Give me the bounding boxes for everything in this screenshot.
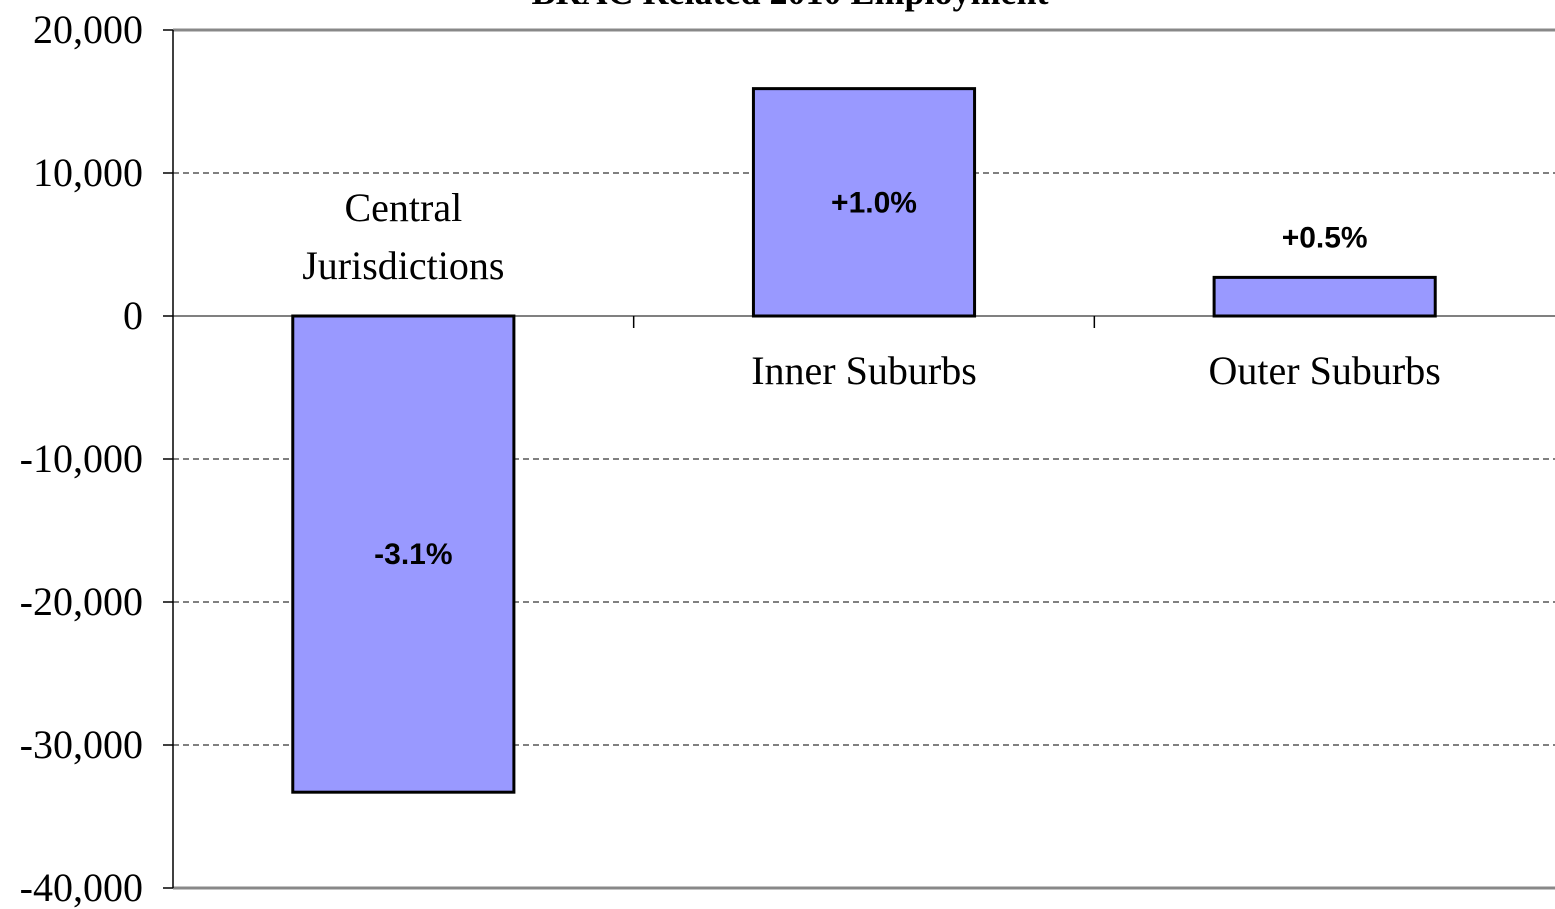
y-tick-label: -20,000	[20, 579, 143, 624]
y-tick-label: 10,000	[33, 150, 143, 195]
y-tick-label: -30,000	[20, 722, 143, 767]
x-tick-label: Inner Suburbs	[751, 348, 977, 393]
chart-title: BRAC Related 2010 Employment	[532, 0, 1049, 12]
y-tick-label: -40,000	[20, 865, 143, 909]
data-label: +1.0%	[831, 186, 917, 219]
data-label: -3.1%	[374, 538, 452, 571]
bar	[1212, 275, 1437, 318]
x-tick-label: Outer Suburbs	[1209, 348, 1441, 393]
y-tick-label: 20,000	[33, 7, 143, 52]
x-tick-label: Central Jurisdictions	[302, 185, 504, 288]
y-tick-label: -10,000	[20, 436, 143, 481]
bar	[291, 314, 516, 794]
data-label: +0.5%	[1282, 221, 1368, 254]
y-tick-label: 0	[123, 293, 143, 338]
bar	[751, 87, 977, 318]
